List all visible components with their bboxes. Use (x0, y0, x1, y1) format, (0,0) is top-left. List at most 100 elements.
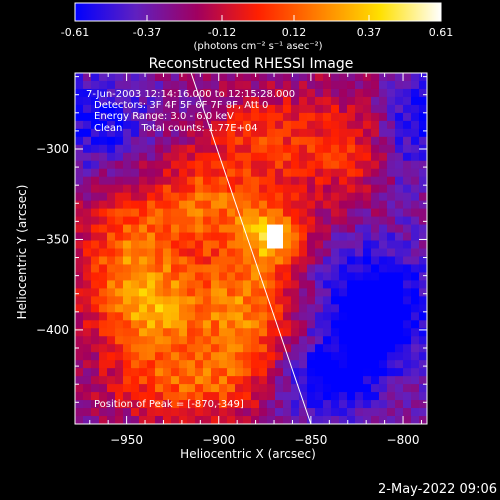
heatmap-pixel (339, 336, 348, 345)
x-tick-label: −900 (202, 433, 235, 447)
heatmap-pixel (99, 248, 108, 258)
heatmap-pixel (275, 200, 284, 210)
heatmap-pixel (99, 128, 108, 138)
heatmap-pixel (347, 73, 356, 82)
heatmap-pixel (307, 120, 316, 130)
heatmap-pixel (403, 200, 412, 210)
heatmap-pixel (291, 256, 300, 266)
heatmap-pixel (299, 384, 308, 393)
heatmap-pixel (283, 312, 292, 321)
heatmap-pixel (387, 136, 396, 146)
heatmap-pixel (163, 112, 172, 122)
heatmap-pixel (235, 336, 244, 345)
heatmap-pixel (355, 73, 364, 82)
heatmap-pixel (379, 144, 388, 154)
plot-title: Reconstructed RHESSI Image (149, 56, 354, 72)
heatmap-pixel (347, 280, 356, 289)
heatmap-pixel (299, 360, 308, 369)
heatmap-pixel (371, 336, 380, 345)
heatmap-pixel (91, 80, 100, 90)
heatmap-pixel (219, 328, 228, 337)
heatmap-pixel (163, 208, 172, 218)
heatmap-pixel (99, 392, 108, 401)
heatmap-pixel (387, 160, 396, 170)
heatmap-pixel (147, 136, 156, 146)
heatmap-pixel (339, 104, 348, 114)
heatmap-pixel (195, 320, 204, 329)
heatmap-pixel (411, 73, 420, 82)
heatmap-pixel (251, 384, 260, 393)
heatmap-pixel (395, 112, 404, 122)
heatmap-pixel (163, 312, 172, 321)
colorbar-tick-label: 0.61 (429, 26, 454, 39)
heatmap-pixel (203, 120, 212, 130)
heatmap-pixel (419, 288, 427, 297)
heatmap-pixel (355, 352, 364, 361)
heatmap-pixel (355, 264, 364, 274)
heatmap-pixel (107, 272, 116, 282)
heatmap-pixel (211, 232, 220, 242)
heatmap-pixel (419, 360, 427, 369)
heatmap-pixel (275, 384, 284, 393)
heatmap-pixel (379, 336, 388, 345)
heatmap-pixel (107, 216, 116, 226)
heatmap-pixel (307, 280, 316, 289)
heatmap-pixel (379, 352, 388, 361)
heatmap-pixel (107, 104, 116, 114)
heatmap-pixel (331, 224, 340, 234)
heatmap-pixel (339, 344, 348, 353)
heatmap-pixel (379, 304, 388, 313)
heatmap-pixel (259, 272, 268, 282)
heatmap-pixel (179, 128, 188, 138)
heatmap-pixel (219, 360, 228, 369)
heatmap-pixel (211, 352, 220, 361)
heatmap-pixel (275, 168, 284, 178)
heatmap-pixel (363, 400, 372, 409)
heatmap-pixel (259, 208, 268, 218)
heatmap-pixel (139, 328, 148, 337)
heatmap-pixel (83, 216, 92, 226)
heatmap-pixel (75, 384, 84, 393)
heatmap-pixel (107, 352, 116, 361)
heatmap-pixel (163, 344, 172, 353)
heatmap-pixel (291, 128, 300, 138)
heatmap-pixel (291, 208, 300, 218)
heatmap-pixel (291, 240, 300, 250)
heatmap-pixel (387, 416, 396, 424)
heatmap-pixel (307, 400, 316, 409)
heatmap-pixel (131, 104, 140, 114)
heatmap-pixel (131, 73, 140, 82)
heatmap-pixel (323, 344, 332, 353)
heatmap-pixel (299, 256, 308, 266)
heatmap-pixel (315, 112, 324, 122)
colorbar-tick-label: -0.61 (61, 26, 89, 39)
heatmap-pixel (107, 288, 116, 297)
heatmap-pixel (275, 224, 284, 234)
heatmap-pixel (115, 88, 124, 98)
heatmap-pixel (99, 280, 108, 289)
heatmap-pixel (75, 192, 84, 202)
heatmap-pixel (259, 368, 268, 377)
heatmap-pixel (339, 320, 348, 329)
heatmap-pixel (339, 200, 348, 210)
heatmap-pixel (299, 73, 308, 82)
heatmap-pixel (107, 80, 116, 90)
heatmap-pixel (291, 232, 300, 242)
heatmap-pixel (147, 192, 156, 202)
footer-timestamp: 2-May-2022 09:06 (378, 482, 497, 497)
heatmap-pixel (203, 200, 212, 210)
heatmap-pixel (259, 184, 268, 194)
heatmap-pixel (99, 336, 108, 345)
heatmap-pixel (235, 192, 244, 202)
heatmap-pixel (323, 408, 332, 417)
heatmap-pixel (355, 360, 364, 369)
heatmap-pixel (291, 272, 300, 282)
heatmap-pixel (187, 376, 196, 385)
heatmap-pixel (211, 408, 220, 417)
heatmap-pixel (155, 352, 164, 361)
heatmap-pixel (75, 200, 84, 210)
heatmap-pixel (411, 256, 420, 266)
heatmap-pixel (83, 336, 92, 345)
heatmap-pixel (91, 288, 100, 297)
heatmap-pixel (299, 408, 308, 417)
